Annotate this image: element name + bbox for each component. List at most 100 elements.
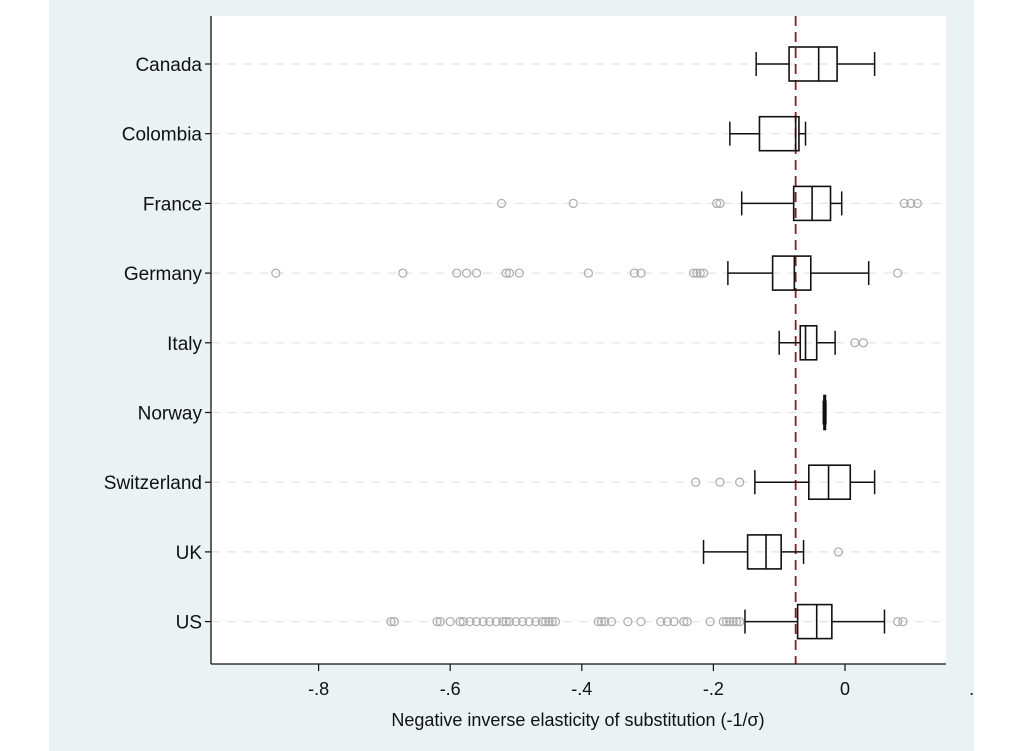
category-label: Italy [167,334,202,355]
x-tick-layer: -.8 -.6 -.4 -.2 0 .2 [308,664,974,699]
outlier-layer [271,198,923,627]
outlier-point [583,268,594,278]
outlier-point [731,616,742,627]
outlier-point [389,616,399,627]
category-labels: Canada Colombia France Germany Italy Norway Sw… [104,55,211,634]
outlier-point [458,616,469,627]
outlier-point [728,616,738,627]
outlier-point [514,268,524,278]
outlier-point [912,198,923,209]
x-tick-label: -.4 [571,679,592,699]
outlier-point [504,616,515,627]
box-iqr [746,534,782,570]
outlier-point [689,268,699,278]
outlier-point [718,616,728,627]
box-iqr [788,46,838,82]
outlier-point [596,616,607,627]
outlier-point [906,198,916,209]
outlier-point [623,616,633,627]
boxplot-chart: Canada Colombia France Germany Italy Norway Sw… [104,16,974,730]
x-tick-label: -.6 [440,679,461,699]
plot-area [211,16,946,664]
x-tick-label: -.8 [308,679,329,699]
outlier-point [606,616,617,627]
outlier-point [478,616,488,627]
outlier-point [524,616,534,627]
x-tick-label: .2 [969,679,974,699]
outlier-point [636,268,646,278]
outlier-point [725,616,735,627]
box-iqr [799,324,818,361]
box-iqr [808,464,852,501]
outlier-point [501,268,511,278]
category-label: Germany [124,264,203,285]
outlier-point [656,616,666,627]
outlier-point [386,616,396,627]
x-tick-label: -.2 [703,679,724,699]
outlier-point [833,547,844,557]
outlier-point [540,616,551,627]
outlier-point [712,198,722,209]
chart-frame: Canada Colombia France Germany Italy Norway Sw… [49,0,974,751]
outlier-point [491,616,501,627]
outlier-point [504,268,515,278]
outlier-point [682,616,692,627]
outlier-point [435,616,445,627]
outlier-point [636,616,646,627]
outlier-point [544,616,554,627]
outlier-point [858,338,869,348]
category-label: Canada [135,55,202,76]
outlier-point [547,616,557,627]
outlier-point [432,616,442,627]
outlier-point [271,268,281,278]
outlier-point [531,616,541,627]
outlier-point [698,268,709,278]
outlier-point [690,477,701,487]
outlier-point [445,616,455,627]
outlier-point [892,268,903,278]
outlier-point [461,268,472,278]
outlier-point [465,616,475,627]
outlier-point [600,616,610,627]
outlier-point [735,477,745,487]
outlier-point [679,616,689,627]
outlier-point [629,268,640,278]
outlier-point [498,616,508,627]
outlier-point [721,616,732,627]
category-label: Colombia [122,125,203,146]
box-iqr [796,603,833,640]
outlier-point [511,616,521,627]
x-tick-label: 0 [840,679,850,699]
outlier-point [568,198,578,209]
outlier-point [662,616,672,627]
outlier-point [899,198,909,209]
outlier-point [398,268,408,278]
outlier-point [593,616,603,627]
category-label: Switzerland [104,473,202,494]
outlier-point [892,616,903,627]
outlier-point [695,268,705,278]
outlier-point [501,616,511,627]
outlier-point [692,268,702,278]
outlier-point [471,268,482,278]
category-label: Norway [138,404,203,425]
outlier-point [715,477,725,487]
box-iqr [758,115,800,152]
outlier-point [485,616,495,627]
outlier-point [550,616,561,627]
outlier-point [537,616,547,627]
outlier-point [735,616,745,627]
outlier-point [452,268,462,278]
outlier-point [669,616,679,627]
outlier-point [471,616,482,627]
outlier-point [898,616,908,627]
x-axis-title: Negative inverse elasticity of substitut… [391,710,764,730]
box-layer [702,46,886,640]
box-iqr [771,255,812,291]
category-label: UK [176,543,203,564]
category-label: France [143,194,202,215]
outlier-point [496,198,507,209]
outlier-point [455,616,465,627]
outlier-point [705,616,715,627]
category-label: US [176,613,202,634]
